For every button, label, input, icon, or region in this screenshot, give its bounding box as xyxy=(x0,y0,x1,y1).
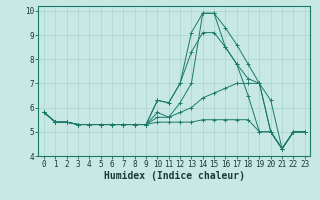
X-axis label: Humidex (Indice chaleur): Humidex (Indice chaleur) xyxy=(104,171,245,181)
